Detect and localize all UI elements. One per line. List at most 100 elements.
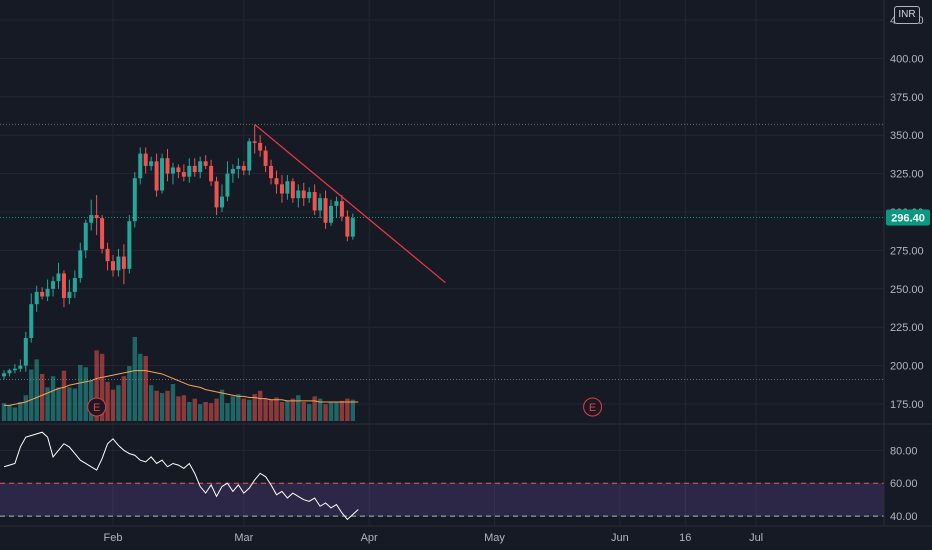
volume-bar xyxy=(334,401,339,421)
candle-body xyxy=(89,215,94,223)
candle-body xyxy=(83,222,88,251)
volume-bar xyxy=(138,353,143,421)
candle-body xyxy=(127,221,132,269)
volume-bar xyxy=(328,401,334,421)
volume-bar xyxy=(307,404,312,421)
volume-bar xyxy=(94,350,99,421)
volume-bar xyxy=(323,404,328,421)
candle-body xyxy=(312,192,317,211)
volume-bar xyxy=(252,394,257,421)
volume-bar xyxy=(23,395,28,421)
earnings-label: E xyxy=(93,402,100,414)
volume-bar xyxy=(45,387,50,421)
volume-bar xyxy=(241,398,246,421)
volume-bar xyxy=(67,387,72,421)
volume-bar xyxy=(247,399,252,421)
volume-bar xyxy=(159,393,165,421)
earnings-label: E xyxy=(589,402,596,414)
volume-bar xyxy=(12,407,18,421)
candle-body xyxy=(45,288,50,297)
volume-bar xyxy=(312,396,317,421)
price-tick-label: 400.00 xyxy=(890,53,924,65)
candle-body xyxy=(160,158,165,191)
rsi-axis[interactable]: 80.00 60.00 40.00 xyxy=(890,445,918,523)
volume-bar xyxy=(274,397,279,421)
volume-bar xyxy=(263,398,268,421)
volume-bar xyxy=(192,398,197,421)
time-tick-label: May xyxy=(484,532,505,544)
candle-body xyxy=(247,141,252,171)
earnings-marker xyxy=(87,397,107,417)
price-tick-label: 275.00 xyxy=(890,245,924,257)
trend-line[interactable] xyxy=(254,123,446,284)
volume-bar xyxy=(285,400,290,421)
volume-bar xyxy=(34,359,39,421)
rsi-tick-label: 60.00 xyxy=(890,478,918,490)
volume-bar xyxy=(56,387,61,421)
candle-body xyxy=(23,337,28,366)
volume-bar xyxy=(176,396,181,421)
last-price-badge: 296.40 xyxy=(886,209,930,226)
volume-bar xyxy=(61,370,67,421)
price-tick-label: 175.00 xyxy=(890,399,924,411)
candle-body xyxy=(154,161,159,191)
candle-body xyxy=(2,373,6,377)
volume-bar xyxy=(72,388,78,421)
resistance-trendline xyxy=(254,123,446,284)
volume-bar xyxy=(317,398,323,421)
candle-body xyxy=(40,291,45,297)
volume-bar xyxy=(187,401,192,421)
last-price-label: 296.40 xyxy=(891,213,925,225)
price-tick-label: 225.00 xyxy=(890,322,924,334)
volume-bar xyxy=(203,401,208,421)
candle-body xyxy=(116,256,121,271)
volume-bar xyxy=(225,403,230,421)
volume-bar xyxy=(170,384,176,421)
volume-bar xyxy=(345,398,350,421)
volume-bar xyxy=(208,403,214,421)
candle-body xyxy=(56,273,61,282)
candle-body xyxy=(72,278,77,292)
candle-body xyxy=(78,250,83,279)
candle-body xyxy=(252,141,257,143)
candle-body xyxy=(181,172,186,177)
candle-body xyxy=(323,198,328,223)
currency-button[interactable]: INR xyxy=(894,6,920,24)
rsi-band-fill xyxy=(0,483,884,517)
candle-body xyxy=(345,216,350,237)
candle-body xyxy=(143,153,148,166)
volume-bar xyxy=(230,396,236,421)
time-tick-label: Jul xyxy=(749,532,763,544)
candle-body xyxy=(105,248,110,262)
candle-body xyxy=(198,161,203,173)
candle-body xyxy=(350,218,355,237)
volume-bar xyxy=(198,404,203,421)
volume-bar xyxy=(132,337,137,421)
volume-bars xyxy=(1,337,355,421)
volume-bar xyxy=(181,395,187,421)
candle-body xyxy=(269,165,274,179)
candle-body xyxy=(149,161,154,166)
volume-bar xyxy=(165,390,170,421)
volume-bar xyxy=(1,403,7,421)
candle-body xyxy=(334,201,339,206)
rsi-polyline xyxy=(3,431,359,521)
volume-bar xyxy=(50,376,56,421)
time-axis[interactable]: Feb Mar Apr May Jun 16 Jul xyxy=(104,532,764,544)
volume-bar xyxy=(83,367,88,421)
volume-bar xyxy=(18,401,23,421)
candle-body xyxy=(285,181,290,194)
price-tick-label: 200.00 xyxy=(890,361,924,373)
candle-body xyxy=(279,184,284,194)
time-tick-label: 16 xyxy=(679,532,691,544)
volume-bar xyxy=(339,400,345,421)
candle-body xyxy=(241,165,246,171)
candle-body xyxy=(34,291,39,305)
volume-bar xyxy=(350,399,355,421)
candle-body xyxy=(12,368,17,371)
volume-bar xyxy=(116,385,121,421)
candle-body xyxy=(176,167,181,173)
